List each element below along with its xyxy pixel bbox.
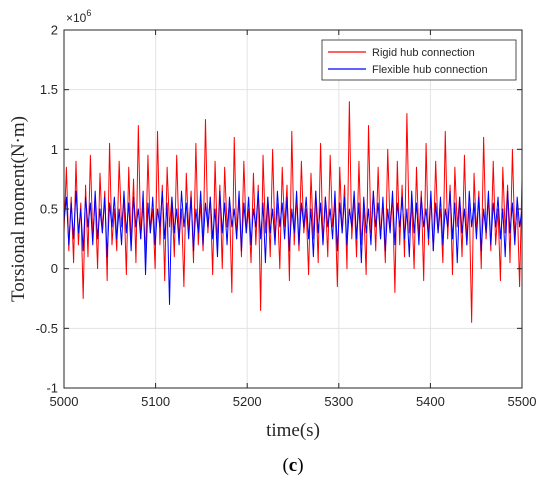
y-multiplier: ×106	[66, 8, 91, 25]
series-line-rigid	[63, 101, 523, 323]
caption-close: )	[297, 455, 303, 476]
x-ticks: 5000 5100 5200 5300 5400 5500	[50, 30, 537, 409]
y-tick-label: 0	[51, 261, 58, 276]
plot-area: 5000 5100 5200 5300 5400 5500 -1 -0.5 0 0.5 1 1.5 2	[36, 23, 537, 410]
y-tick-label: 2	[51, 23, 58, 38]
x-tick-label: 5200	[233, 394, 262, 409]
y-multiplier-exponent: 6	[86, 8, 91, 18]
caption-letter: c	[289, 455, 297, 476]
x-tick-label: 5000	[50, 394, 79, 409]
legend-label-rigid: Rigid hub connection	[372, 47, 475, 59]
y-axis-title: Torsional moment(N·m)	[8, 116, 29, 302]
legend-label-flexible: Flexible hub connection	[372, 64, 488, 76]
y-tick-label: 0.5	[40, 202, 58, 217]
y-multiplier-base: ×10	[66, 11, 87, 25]
series-group	[63, 101, 523, 323]
x-tick-label: 5500	[508, 394, 537, 409]
x-tick-label: 5300	[324, 394, 353, 409]
x-tick-label: 5100	[141, 394, 170, 409]
y-tick-label: 1	[51, 142, 58, 157]
y-tick-label: -1	[46, 381, 58, 396]
figure-caption: (c)	[282, 455, 303, 476]
x-axis-title: time(s)	[266, 420, 320, 441]
legend-box	[321, 39, 517, 81]
y-tick-label: -0.5	[36, 321, 58, 336]
y-ticks: -1 -0.5 0 0.5 1 1.5 2	[36, 23, 522, 396]
x-tick-label: 5400	[416, 394, 445, 409]
caption-open: (	[282, 455, 288, 476]
y-tick-label: 1.5	[40, 82, 58, 97]
legend: Rigid hub connection Flexible hub connec…	[321, 39, 517, 81]
series-line-flexible	[63, 190, 523, 305]
